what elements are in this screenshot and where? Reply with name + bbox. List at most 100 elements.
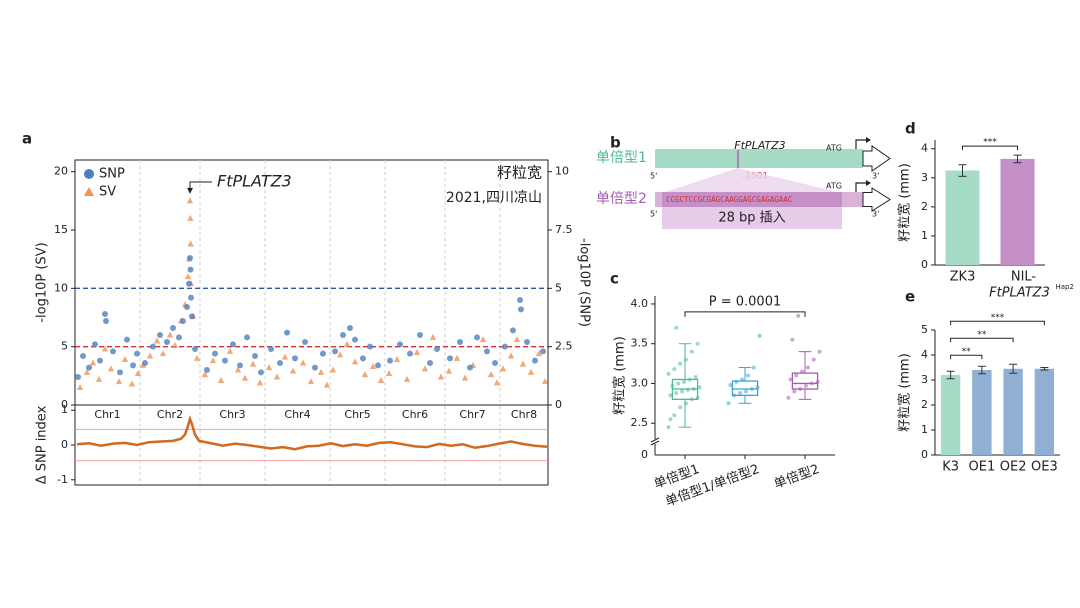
- chart-subtitle: 2021,四川凉山: [446, 190, 542, 206]
- p-value: P = 0.0001: [709, 294, 781, 309]
- sv-point: [273, 373, 281, 380]
- snp-point: [474, 334, 480, 341]
- significance-bracket: [962, 145, 1018, 151]
- x-tick-label: ZK3: [950, 270, 976, 285]
- sv-point: [385, 370, 393, 376]
- snp-point: [237, 362, 243, 369]
- sv-point: [499, 365, 507, 372]
- y-tick-label: 0: [921, 258, 928, 271]
- snp-point: [367, 343, 373, 350]
- x-tick-label: K3: [942, 460, 959, 475]
- tss-arrowhead: [866, 137, 871, 143]
- sv-point: [317, 368, 325, 375]
- sv-point: [171, 342, 179, 348]
- y-axis-label: 籽粒宽 (mm): [612, 336, 628, 415]
- five-prime: 5': [650, 172, 657, 181]
- snp-point: [117, 369, 123, 376]
- snp-point: [417, 332, 423, 338]
- box: [791, 372, 819, 390]
- x-tick-label: Chr5: [344, 408, 370, 421]
- sv-point: [115, 378, 123, 385]
- tss-arrowhead: [866, 180, 871, 186]
- data-point: [666, 425, 671, 430]
- snp-point: [103, 318, 109, 324]
- haplotype-label: 单倍型1: [596, 150, 647, 166]
- sv-point: [234, 366, 242, 373]
- box: [731, 380, 759, 397]
- sv-point: [265, 364, 273, 371]
- snp-point: [347, 325, 353, 331]
- bar: [1034, 368, 1055, 455]
- sv-point: [361, 371, 369, 378]
- y-tick-label: 2: [921, 398, 928, 411]
- snp-point: [75, 374, 81, 380]
- x-tick-label: Chr2: [157, 408, 183, 421]
- sv-point: [437, 373, 445, 380]
- axis-break-gap: [651, 439, 659, 444]
- snp-point: [180, 318, 186, 324]
- sv-point: [393, 356, 401, 362]
- sv-point: [527, 368, 535, 375]
- gene-arrow: [862, 145, 891, 172]
- snp-point: [434, 346, 440, 352]
- sv-point: [217, 377, 225, 383]
- insertion-label: 28 bp 插入: [718, 211, 785, 226]
- y-axis-label: -log10P (SV): [35, 242, 50, 322]
- sv-point: [351, 358, 359, 365]
- y2-tick-label: 7.5: [555, 223, 573, 236]
- bar: [1000, 158, 1035, 265]
- snp-point: [97, 357, 103, 364]
- snp-point: [484, 348, 490, 355]
- snp-point: [212, 350, 218, 357]
- insertion-box: [662, 207, 842, 229]
- snp-point: [222, 357, 228, 364]
- sv-point: [134, 370, 142, 376]
- sv-point: [153, 337, 161, 344]
- sv-point: [513, 336, 521, 343]
- y2-tick-label: 10: [555, 165, 569, 178]
- bar: [940, 375, 961, 455]
- y-tick-label: -1: [57, 473, 68, 486]
- sv-point: [107, 365, 115, 372]
- significance-bracket: [950, 320, 1045, 326]
- insertion-sequence: CCGCTCCGCGAGCAAGGAGCGAGAGAAC: [666, 195, 792, 204]
- significance-bracket: [950, 354, 983, 360]
- bar: [972, 370, 992, 455]
- snp-point: [86, 364, 92, 371]
- five-prime: 5': [650, 210, 657, 219]
- y2-axis-label: -log10P (SNP): [577, 238, 592, 327]
- haplotype-label: 单倍型2: [596, 191, 647, 207]
- tss-arrow: [855, 139, 866, 149]
- legend-marker: [84, 169, 94, 179]
- x-tick-label: NIL-: [1011, 270, 1037, 285]
- y-tick-label: 1: [921, 423, 928, 436]
- insertion-zoom: [662, 168, 842, 193]
- snp-point: [92, 341, 98, 348]
- snp-point: [407, 350, 413, 357]
- data-point: [728, 383, 733, 388]
- insertion-bar: [662, 192, 842, 207]
- start-codon: ATG: [826, 182, 842, 191]
- y-tick-label: 10: [54, 281, 68, 294]
- x-tick-label: Chr7: [459, 408, 485, 421]
- significance-bracket: [950, 337, 1014, 343]
- data-point: [726, 401, 731, 406]
- sv-point: [369, 363, 377, 369]
- x-tick-label: OE3: [1031, 460, 1058, 475]
- data-point: [751, 365, 756, 370]
- sv-point: [461, 374, 469, 381]
- snp-point: [258, 369, 264, 376]
- data-point: [674, 325, 679, 330]
- snp-point: [457, 339, 463, 345]
- sv-point: [89, 359, 97, 366]
- panel-b: b 单倍型1 ATG FtPLATZ3 -1501 5' 3' 单倍型2 ATG…: [596, 134, 891, 229]
- significance-label: **: [962, 347, 972, 357]
- bar: [1003, 368, 1023, 455]
- data-point: [682, 379, 687, 384]
- snp-point: [284, 329, 290, 336]
- data-point: [668, 393, 673, 398]
- snp-point: [150, 343, 156, 350]
- y-tick-label: 1: [61, 403, 68, 416]
- sv-point: [323, 381, 331, 388]
- significance-label: ***: [983, 138, 997, 148]
